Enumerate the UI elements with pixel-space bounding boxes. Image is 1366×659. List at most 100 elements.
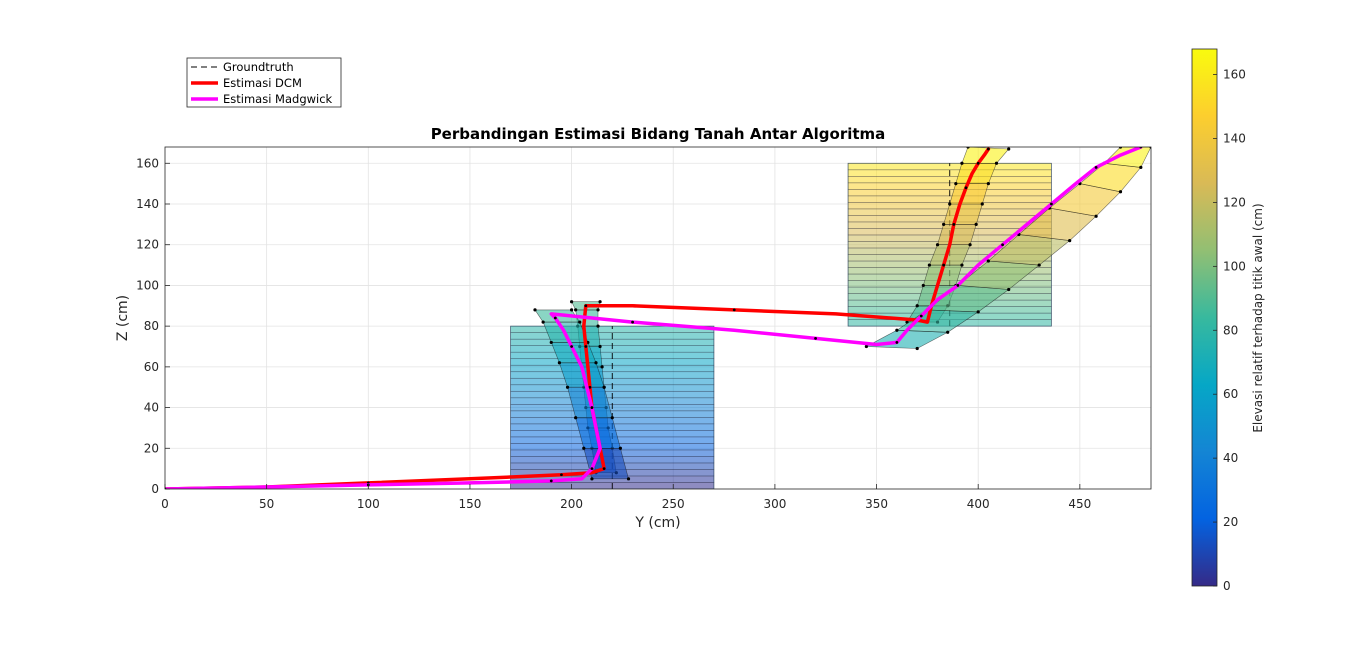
colorbar-tick-label: 60: [1223, 387, 1238, 401]
colorbar-tick-label: 40: [1223, 451, 1238, 465]
colorbar-tick-label: 100: [1223, 259, 1246, 273]
estimate-vertex: [626, 477, 631, 481]
estimate-vertex: [596, 324, 600, 328]
series-point: [895, 341, 899, 344]
series-point: [952, 222, 956, 226]
x-tick-label: 0: [161, 497, 169, 511]
series-point: [986, 147, 990, 151]
estimate-vertex: [596, 308, 600, 312]
estimate-vertex: [533, 308, 537, 312]
series-point: [590, 406, 594, 409]
series-point: [956, 284, 960, 287]
estimate-vertex: [557, 361, 562, 365]
estimate-vertex: [921, 283, 925, 288]
estimate-vertex: [602, 385, 606, 389]
estimate-vertex: [935, 243, 940, 247]
y-tick-label: 0: [151, 482, 159, 496]
series-point: [942, 263, 946, 267]
estimate-cell: [949, 183, 989, 205]
estimate-vertex: [980, 202, 984, 206]
estimate-vertex: [1007, 147, 1011, 151]
estimate-vertex: [960, 263, 964, 267]
colorbar-bar: [1191, 48, 1218, 587]
x-tick-label: 150: [458, 497, 481, 511]
estimate-vertex: [1037, 263, 1041, 267]
series-point: [814, 336, 817, 340]
series-point: [602, 467, 606, 471]
estimate-vertex: [994, 161, 999, 165]
x-tick-label: 100: [357, 497, 380, 511]
colorbar-ticks: 0 20 40 60 80 100 120 140 160: [1213, 68, 1246, 593]
axes-box: [164, 146, 1152, 490]
series-point: [1001, 243, 1004, 247]
x-tick-label: 50: [259, 497, 274, 511]
estimate-vertex: [915, 304, 919, 308]
colorbar: 0 20 40 60 80 100 120 140 160 Elevasi relatif te…: [1191, 48, 1265, 593]
colorbar-tick-label: 160: [1223, 68, 1246, 82]
series-point: [976, 161, 980, 165]
estimate-vertex: [942, 222, 946, 226]
estimate-vertex: [954, 182, 958, 186]
legend-madgwick-label: Estimasi Madgwick: [223, 92, 333, 106]
series-point: [588, 385, 592, 389]
y-tick-label: 40: [144, 401, 159, 415]
legend-groundtruth-label: Groundtruth: [223, 60, 294, 74]
estimate-vertex: [598, 300, 602, 304]
series-point: [1049, 202, 1053, 206]
estimate-vertex: [974, 222, 978, 226]
estimate-vertex: [565, 385, 570, 389]
series-point: [964, 186, 968, 190]
estimate-vertex: [1139, 165, 1143, 169]
x-axis-label: Y (cm): [634, 515, 680, 531]
estimate-vertex: [976, 310, 980, 314]
chart-title: Perbandingan Estimasi Bidang Tanah Antar…: [431, 125, 886, 143]
estimate-strips: [533, 147, 1151, 481]
estimate-vertex: [594, 361, 598, 365]
estimate-vertex: [986, 259, 990, 263]
estimate-vertex: [946, 330, 950, 334]
estimate-vertex: [864, 344, 868, 349]
legend: Groundtruth Estimasi DCM Estimasi Madgwi…: [186, 57, 342, 108]
estimate-vertex: [574, 308, 578, 312]
estimate-vertex: [1094, 214, 1098, 218]
estimate-cell: [937, 224, 977, 245]
estimate-cell: [1103, 147, 1151, 168]
estimate-vertex: [569, 308, 574, 312]
estimate-cell: [943, 203, 983, 225]
series-point: [631, 320, 634, 324]
estimate-vertex: [1068, 239, 1072, 243]
estimate-vertex: [574, 416, 578, 420]
y-tick-label: 100: [136, 278, 159, 292]
colorbar-tick-label: 80: [1223, 323, 1238, 337]
x-tick-label: 250: [662, 497, 685, 511]
colorbar-tick-label: 120: [1223, 195, 1246, 209]
y-tick-label: 160: [136, 156, 159, 170]
y-tick-label: 20: [144, 441, 159, 455]
series-point: [919, 314, 923, 318]
estimate-vertex: [968, 243, 972, 247]
x-tick-label: 450: [1068, 497, 1091, 511]
estimate-vertex: [598, 344, 602, 349]
estimate-vertex: [986, 182, 990, 186]
estimate-vertex: [915, 346, 919, 351]
x-tick-label: 300: [763, 497, 786, 511]
series-point: [1094, 165, 1098, 169]
estimate-vertex: [541, 320, 545, 324]
estimate-vertex: [569, 300, 574, 304]
y-tick-label: 80: [144, 319, 159, 333]
estimate-vertex: [578, 320, 582, 324]
colorbar-tick-label: 0: [1223, 579, 1231, 593]
legend-dcm-label: Estimasi DCM: [223, 76, 302, 90]
colorbar-tick-label: 20: [1223, 515, 1238, 529]
x-tick-label: 200: [560, 497, 583, 511]
y-axis-label: Z (cm): [115, 295, 131, 341]
estimate-vertex: [1007, 287, 1011, 292]
estimate-vertex: [927, 263, 932, 267]
x-tick-label: 350: [865, 497, 888, 511]
estimate-vertex: [590, 477, 594, 481]
series-point: [732, 308, 736, 312]
series-point: [549, 479, 553, 483]
series-point: [560, 473, 563, 477]
series-point: [590, 467, 594, 471]
series-line: [165, 147, 991, 489]
